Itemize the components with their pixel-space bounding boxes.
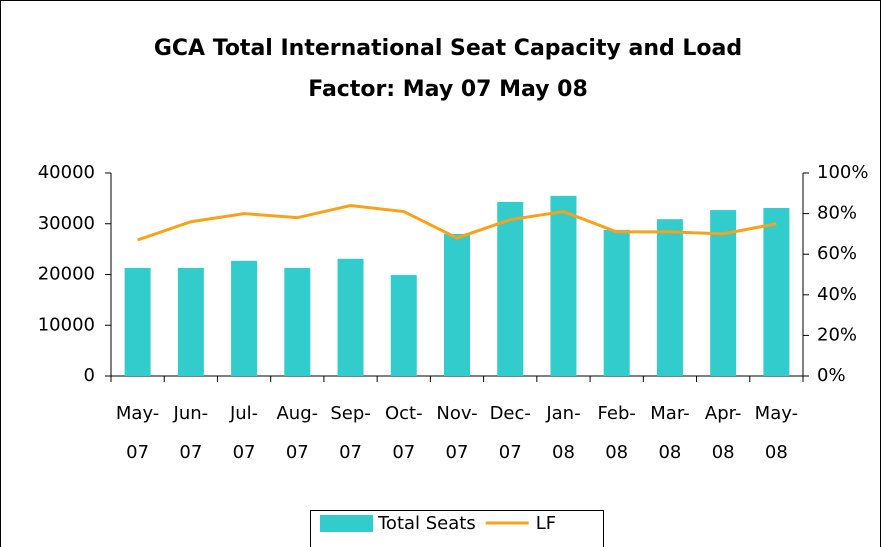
line	[137, 203, 777, 242]
bar	[550, 195, 577, 376]
x-tick-label: Apr-08	[705, 403, 741, 463]
bar	[284, 267, 311, 376]
legend-label: Total Seats	[377, 513, 476, 534]
y2-tick-label: 60%	[817, 243, 857, 264]
bar	[497, 201, 524, 376]
y2-tick-label: 80%	[817, 203, 857, 224]
legend-label: LF	[536, 513, 556, 534]
bar	[231, 260, 258, 376]
y-tick-label: 10000	[38, 314, 95, 335]
bar	[444, 233, 470, 376]
y2-tick-label: 0%	[817, 365, 846, 386]
x-tick-label: Aug-07	[276, 403, 318, 463]
bar	[656, 219, 683, 376]
x-tick-label: Nov-07	[436, 403, 477, 463]
bar	[710, 210, 737, 376]
bar	[124, 267, 151, 376]
y2-tick-label: 100%	[817, 162, 868, 183]
legend-swatch	[320, 515, 373, 532]
y-tick-label: 20000	[38, 264, 95, 285]
x-tick-label: Dec-07	[490, 403, 531, 463]
y-tick-label: 40000	[38, 162, 95, 183]
bar	[390, 275, 417, 376]
bar	[337, 258, 364, 376]
y-tick-label: 0	[84, 365, 95, 386]
y2-tick-label: 20%	[817, 324, 857, 345]
x-tick-label: May-07	[116, 403, 159, 463]
x-tick-label: Jul-07	[229, 403, 258, 463]
bar	[603, 229, 630, 376]
y-tick-label: 30000	[38, 213, 95, 234]
x-tick-label: Mar-08	[650, 403, 689, 463]
y2-tick-label: 40%	[817, 284, 857, 305]
x-tick-label: May-08	[755, 403, 798, 463]
x-tick-label: Oct-07	[385, 403, 423, 463]
x-tick-label: Feb-08	[598, 403, 636, 463]
bar	[763, 208, 790, 376]
bar	[177, 267, 204, 376]
x-tick-label: Jan-08	[545, 403, 580, 463]
x-tick-label: Jun-07	[173, 403, 209, 463]
x-tick-label: Sep-07	[330, 403, 370, 463]
chart-title: GCA Total International Seat Capacity an…	[153, 36, 743, 102]
